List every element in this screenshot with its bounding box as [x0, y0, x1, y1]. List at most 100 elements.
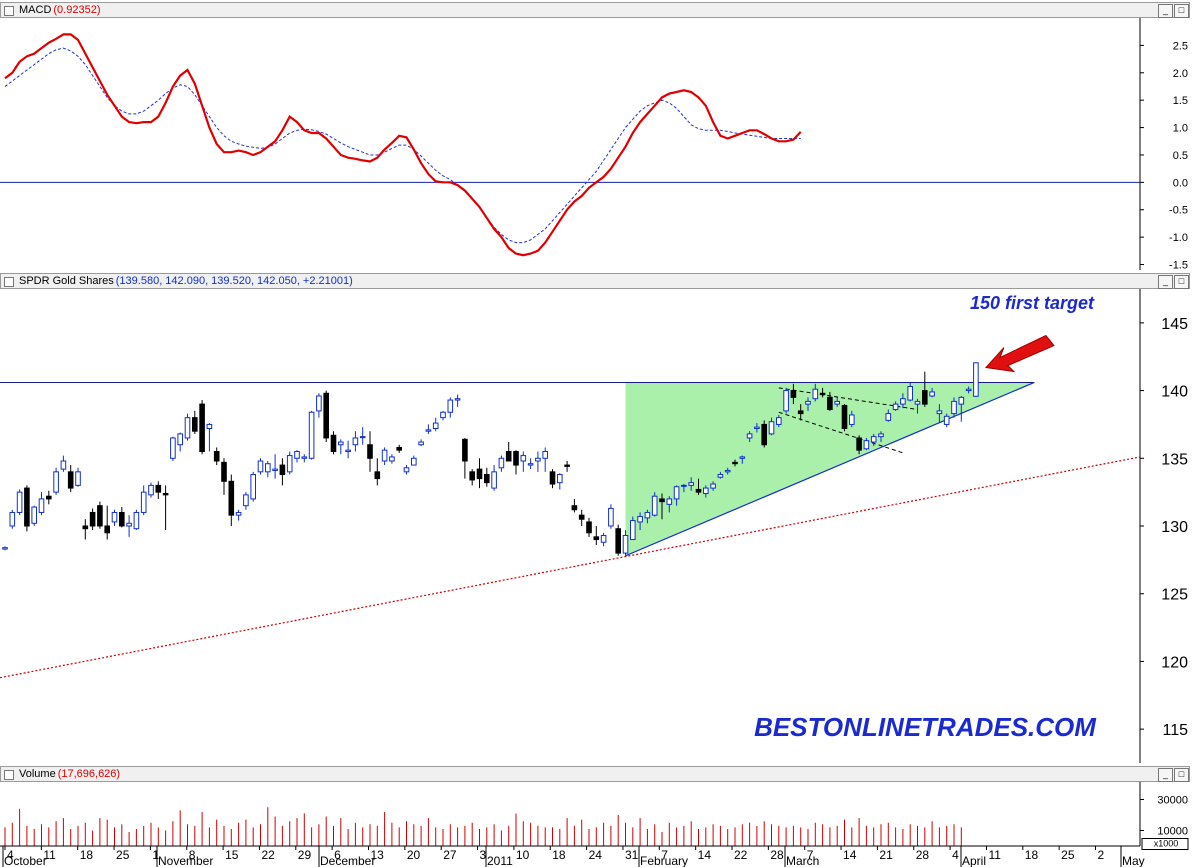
candle-body — [856, 437, 862, 451]
candle-body — [31, 506, 37, 524]
candle-body — [53, 471, 59, 493]
minimize-button[interactable]: _ — [1158, 4, 1173, 18]
candle-body — [447, 399, 454, 413]
candle-body — [323, 392, 329, 439]
price-y-tick-label: 140 — [1161, 384, 1188, 401]
candle-body — [593, 536, 600, 541]
macd-chart: 2.5 2.0 1.5 1.0 0.5 0.0 -0.5 -1.0 -1.5 — [0, 18, 1188, 270]
candle-body — [754, 426, 760, 429]
candle-body — [301, 456, 308, 459]
candle-body — [381, 449, 388, 462]
candle-body — [97, 505, 103, 527]
candle-body — [834, 400, 841, 405]
candle-body — [615, 528, 622, 554]
target-annotation: 150 first target — [970, 293, 1095, 313]
x-day-label: 1 — [152, 848, 159, 862]
candle-body — [535, 457, 541, 462]
candle-body — [330, 434, 337, 453]
candle-body — [440, 411, 446, 419]
panel-menu-icon[interactable] — [4, 770, 14, 780]
maximize-button[interactable]: □ — [1174, 4, 1189, 18]
candle-body — [425, 429, 432, 432]
price-chart: 145 140 135 130 125 120 115 150 first target BES… — [0, 289, 1188, 763]
candle-body — [608, 507, 614, 527]
candle-body — [513, 451, 519, 466]
x-day-label: 22 — [734, 848, 748, 862]
candle-body — [900, 398, 906, 405]
macd-line — [4, 33, 802, 257]
maximize-button[interactable]: □ — [1174, 768, 1189, 782]
watermark: BESTONLINETRADES.COM — [754, 712, 1097, 742]
panel-menu-icon[interactable] — [4, 6, 14, 16]
x-day-label: 4 — [7, 848, 14, 862]
candle-body — [308, 411, 315, 459]
price-plot-area — [0, 289, 1140, 763]
candle-body — [892, 403, 899, 411]
macd-title-label: MACD — [19, 4, 52, 16]
x-day-label: 7 — [807, 848, 814, 862]
candle-body — [111, 511, 118, 523]
candle-body — [695, 488, 702, 493]
minimize-button[interactable]: _ — [1158, 768, 1173, 782]
macd-y-tick-label: -0.5 — [1169, 205, 1188, 217]
candle-body — [863, 440, 870, 450]
price-ohlc-value: (139.580, 142.090, 139.520, 142.050, +2.… — [115, 275, 353, 287]
x-day-label: 28 — [916, 848, 930, 862]
volume-panel: Volume (17,696,626) _ □ 30000 10000 x1000 4 1… — [0, 766, 1192, 867]
candle-body — [279, 464, 286, 476]
candle-body — [717, 474, 724, 478]
candle-body — [104, 525, 111, 534]
maximize-button[interactable]: □ — [1174, 275, 1189, 289]
candle-body — [673, 486, 680, 500]
volume-y-tick-label: 10000 — [1157, 826, 1188, 838]
candle-body — [644, 511, 651, 519]
candle-body — [294, 451, 300, 459]
minimize-button[interactable]: _ — [1158, 275, 1173, 289]
macd-y-tick-label: 2.5 — [1173, 40, 1188, 52]
volume-unit-box — [1141, 838, 1189, 850]
candle-body — [89, 511, 96, 527]
price-y-tick-label: 125 — [1161, 587, 1188, 604]
candle-body — [849, 414, 855, 425]
macd-y-tick-label: 1.5 — [1173, 95, 1188, 107]
x-month-label: May — [1122, 854, 1145, 867]
candle-body — [155, 484, 162, 493]
price-y-tick-label: 130 — [1161, 519, 1188, 536]
x-day-label: 11 — [988, 848, 1001, 862]
price-panel-header: SPDR Gold Shares (139.580, 142.090, 139.5… — [0, 273, 1190, 289]
volume-title: Volume (17,696,626) — [19, 768, 120, 780]
x-day-label: 14 — [843, 848, 857, 862]
candle-body — [870, 436, 877, 443]
price-y-tick-label: 120 — [1161, 654, 1188, 671]
candle-body — [542, 451, 549, 459]
candle-body — [878, 433, 884, 438]
price-y-tick-label: 145 — [1161, 316, 1188, 333]
candle-body — [739, 456, 746, 459]
x-day-label: 18 — [1025, 848, 1039, 862]
candle-body — [235, 511, 242, 516]
candle-body — [578, 514, 585, 520]
candle-body — [819, 392, 826, 396]
candle-body — [491, 471, 497, 489]
candle-body — [943, 415, 950, 425]
candle-body — [243, 494, 249, 507]
candle-body — [637, 516, 643, 523]
candle-body — [462, 438, 468, 462]
macd-plot-area — [0, 18, 1140, 270]
volume-panel-header: Volume (17,696,626) _ □ — [0, 766, 1190, 782]
candle-body — [184, 417, 191, 439]
candle-body — [476, 468, 483, 480]
panel-menu-icon[interactable] — [4, 277, 14, 287]
candle-body — [67, 471, 74, 489]
candle-body — [688, 482, 695, 486]
candle-body — [60, 460, 67, 470]
candle-body — [119, 511, 125, 527]
x-month-label: March — [786, 854, 819, 867]
x-day-label: 18 — [552, 848, 566, 862]
candle-body — [206, 423, 213, 429]
candle-body — [367, 444, 373, 459]
x-day-label: 22 — [261, 848, 275, 862]
candle-body — [454, 398, 461, 401]
candle-body — [9, 511, 16, 527]
